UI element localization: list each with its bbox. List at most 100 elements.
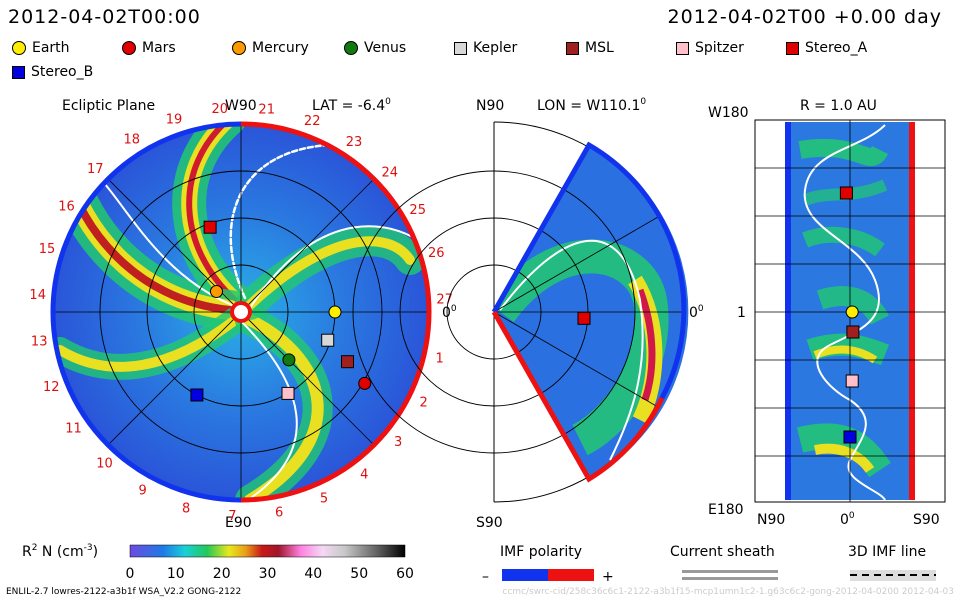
colorbar-tick: 40 [304, 566, 322, 582]
clock-label: 2 [420, 396, 428, 411]
sun-marker [230, 301, 252, 323]
timestamp-right: 2012-04-02T00 +0.00 day [667, 6, 942, 28]
colorbar-tick: 60 [396, 566, 414, 582]
legend-item-spitzer: Spitzer [676, 40, 744, 56]
legend-marker [786, 41, 799, 55]
clock-label: 9 [139, 484, 147, 499]
ecliptic-title: Ecliptic Plane [62, 98, 155, 114]
lon-one-label: 1 [737, 305, 746, 321]
r-label: R = 1.0 AU [800, 98, 877, 114]
legend-item-msl: MSL [566, 40, 614, 56]
colorbar: R2 N (cm-3) 0 10 20 30 40 50 60 [22, 543, 414, 582]
w90-label: W90 [225, 98, 257, 114]
object-markers [190, 186, 860, 444]
marker-stereo_a [203, 220, 217, 234]
legend-marker [12, 41, 26, 55]
colorbar-tick: 30 [259, 566, 277, 582]
legend-label: Mars [142, 40, 176, 56]
n90-label: N90 [476, 98, 504, 114]
clock-label: 16 [58, 199, 75, 214]
imf-plus: + [602, 569, 614, 585]
colorbar-gradient [129, 544, 406, 558]
clock-label: 26 [428, 246, 445, 261]
legend-label: Mercury [252, 40, 309, 56]
legend-label: Kepler [473, 40, 518, 56]
ecliptic-panel: Ecliptic Plane W90 LAT = -6.40 E90 00 [29, 97, 456, 531]
zero-x-label: 00 [840, 511, 855, 528]
colorbar-ticks: 0 10 20 30 40 50 60 [126, 566, 414, 582]
legend-label: MSL [585, 40, 614, 56]
meridional-boundary-blue [491, 141, 687, 400]
clock-label: 22 [304, 114, 321, 129]
ecliptic-zero-label: 00 [442, 304, 457, 321]
e180-label: E180 [708, 502, 744, 518]
colorbar-label: R2 N (cm-3) [22, 543, 98, 560]
imf-line-legend: 3D IMF line [848, 544, 936, 581]
clock-label: 23 [346, 135, 363, 150]
clock-label: 19 [166, 112, 183, 127]
legend-item-mars: Mars [122, 40, 176, 56]
clock-label: 6 [275, 505, 283, 520]
marker-stereo_b [190, 388, 204, 402]
colorbar-tick: 20 [213, 566, 231, 582]
clock-label: 27 [436, 292, 453, 307]
legend-marker [566, 41, 579, 55]
marker-mars [358, 376, 372, 390]
e90-label: E90 [225, 515, 252, 531]
marker-msl [341, 355, 354, 369]
legend-label: Stereo_A [805, 40, 868, 56]
clock-label: 10 [96, 457, 113, 472]
current-sheath-title: Current sheath [670, 544, 775, 560]
marker-spitzer [281, 386, 295, 400]
marker-msl [846, 325, 860, 339]
legend-marker [122, 41, 136, 55]
timestamp-left: 2012-04-02T00:00 [8, 6, 201, 28]
legend-item-mercury: Mercury [232, 40, 309, 56]
imf-boundary-red [240, 121, 432, 503]
legend-label: Earth [32, 40, 70, 56]
imf-negative-swatch [502, 569, 548, 581]
lat-label: LAT = -6.40 [312, 97, 391, 114]
marker-earth [328, 305, 342, 319]
clock-label: 5 [320, 491, 328, 506]
clock-label: 8 [182, 502, 190, 517]
legend-item-stereo_a: Stereo_A [786, 40, 867, 56]
density-arms [53, 124, 429, 500]
marker-earth [845, 305, 859, 319]
w180-label: W180 [708, 105, 749, 121]
s90-x-label: S90 [913, 512, 940, 528]
imf-positive-swatch [548, 569, 594, 581]
colorbar-tick: 0 [126, 566, 135, 582]
clock-label: 4 [360, 468, 368, 483]
marker-spitzer [845, 374, 859, 388]
legend-marker [454, 41, 467, 55]
clock-label: 18 [124, 133, 141, 148]
clock-label: 1 [435, 352, 443, 367]
meridional-boundary-red [491, 310, 665, 483]
legend-item-stereo_b: Stereo_B [12, 64, 93, 80]
imf-boundary-blue [50, 121, 242, 503]
legend-item-venus: Venus [344, 40, 406, 56]
marker-venus [282, 353, 296, 367]
legend-label: Venus [364, 40, 407, 56]
legend-item-kepler: Kepler [454, 40, 517, 56]
clock-label: 21 [258, 103, 275, 118]
s90-label: S90 [476, 515, 503, 531]
meridional-zero-label: 00 [689, 304, 704, 321]
legend: Earth Mars Mercury Venus Kepler MSL Spitzer Ste… [0, 38, 960, 88]
marker-stereo_a [577, 311, 591, 325]
legend-label: Spitzer [695, 40, 744, 56]
lon-label: LON = W110.10 [537, 97, 646, 114]
clock-label: 17 [87, 162, 104, 177]
clock-label: 11 [65, 421, 82, 436]
imf-polarity-title: IMF polarity [500, 544, 582, 560]
clock-label: 12 [43, 380, 60, 395]
legend-label: Stereo_B [31, 64, 94, 80]
footer-model-info: ENLIL-2.7 lowres-2122-a3b1f WSA_V2.2 GON… [6, 587, 242, 597]
colorbar-tick: 10 [167, 566, 185, 582]
current-sheath-legend: Current sheath [670, 544, 778, 580]
marker-stereo_b [843, 430, 857, 444]
legend-marker [232, 41, 246, 55]
